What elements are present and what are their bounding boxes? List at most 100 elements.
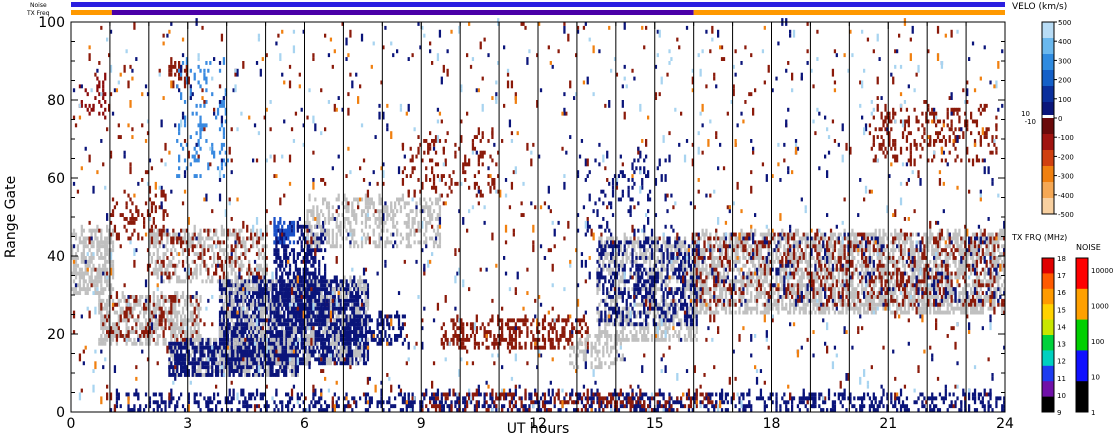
velocity-color-swatch <box>1042 102 1054 119</box>
noise-color-swatch <box>1076 319 1088 351</box>
txfreq-scale-label: 17 <box>1057 272 1066 280</box>
y-axis-label: Range Gate <box>3 176 19 258</box>
txfreq-segment <box>693 10 1005 15</box>
echo-region <box>576 150 675 237</box>
txfreq-strip <box>71 10 1005 15</box>
echo-region <box>78 72 107 120</box>
noise-scale-label: 1000 <box>1091 303 1109 311</box>
noise-colorbar-frame <box>1075 257 1089 413</box>
txfreq-scale-title: TX FRQ (MHz) <box>1011 233 1067 242</box>
x-tick-label: 15 <box>646 416 664 432</box>
txfreq-color-swatch <box>1042 258 1054 274</box>
velocity-color-swatch <box>1042 70 1054 87</box>
echo-region <box>148 228 268 280</box>
txfreq-scale-label: 14 <box>1057 323 1066 331</box>
noise-scale-label: 1 <box>1091 409 1095 417</box>
noise-scale-title: NOISE <box>1076 243 1101 252</box>
echo-region <box>71 224 115 295</box>
txfreq-color-swatch <box>1042 319 1054 336</box>
txfreq-color-swatch <box>1042 381 1054 397</box>
velocity-scale-title: VELO (km/s) <box>1012 2 1067 12</box>
velocity-color-swatch <box>1042 86 1054 103</box>
x-tick-label: 3 <box>183 416 192 432</box>
txfreq-color-swatch <box>1042 273 1054 290</box>
velocity-scale-label: 500 <box>1058 19 1071 27</box>
noise-color-swatch <box>1076 350 1088 382</box>
velocity-colorbar: 500 400 300 200 100 0 -100 -200 -300 -400 -500 10-1… <box>1021 19 1074 219</box>
velocity-scale-label: -300 <box>1058 173 1074 181</box>
echo-region <box>343 310 406 346</box>
velocity-scale-label: 300 <box>1058 57 1071 65</box>
echo-region <box>72 18 1006 412</box>
txfreq-scale-label: 9 <box>1057 409 1061 417</box>
noise-strip <box>71 2 1005 7</box>
echo-region <box>693 228 1006 307</box>
txfreq-color-swatch <box>1042 288 1054 305</box>
txfreq-color-swatch <box>1042 365 1054 382</box>
velocity-scale-label: 0 <box>1058 115 1062 123</box>
txfreq-segment <box>71 10 112 15</box>
velocity-color-swatch <box>1042 182 1054 199</box>
x-tick-label: 24 <box>996 416 1014 432</box>
y-tick-label: 60 <box>47 171 65 187</box>
velocity-color-swatch <box>1042 38 1054 55</box>
x-tick-label: 0 <box>67 416 76 432</box>
noise-color-swatch <box>1076 381 1088 413</box>
velocity-color-swatch <box>1042 134 1054 151</box>
y-tick-label: 80 <box>47 93 65 109</box>
noise-strip-label: Noise <box>30 2 47 9</box>
x-tick-label: 12 <box>529 416 547 432</box>
velocity-color-swatch <box>1042 118 1054 135</box>
txfreq-color-swatch <box>1042 350 1054 367</box>
velocity-color-swatch <box>1042 198 1054 215</box>
y-tick-label: 100 <box>38 15 65 31</box>
txfreq-scale-label: 10 <box>1057 392 1066 400</box>
echo-region <box>401 127 500 198</box>
txfreq-color-swatch <box>1042 304 1054 320</box>
velocity-scale-label: 100 <box>1058 96 1071 104</box>
noise-scale-label: 10 <box>1091 374 1100 382</box>
velocity-scale-label: 400 <box>1058 38 1071 46</box>
noise-scale-label: 10000 <box>1091 267 1113 275</box>
noise-color-swatch <box>1076 288 1088 320</box>
echo-region <box>304 193 442 249</box>
txfreq-strip-label: TX Freq <box>26 10 50 17</box>
plot-area: 0 3 6 9 12 15 18 21 24 0 20 40 60 80 100 <box>38 15 1014 432</box>
velocity-scale-label: -400 <box>1058 192 1074 200</box>
x-axis-ticks: 0 3 6 9 12 15 18 21 24 <box>67 22 1014 432</box>
txfreq-scale-label: 18 <box>1057 255 1066 263</box>
echo-region <box>72 22 1006 412</box>
echo-region <box>100 291 202 342</box>
y-tick-label: 0 <box>56 405 65 421</box>
echo-region <box>72 18 1002 412</box>
noise-scale-label: 100 <box>1091 338 1104 346</box>
velocity-near-zero-label: 10 <box>1021 110 1030 118</box>
txfreq-scale-label: 12 <box>1057 358 1066 366</box>
velocity-color-swatch <box>1042 166 1054 183</box>
velocity-color-swatch <box>1042 22 1054 39</box>
txfreq-segment <box>111 10 694 15</box>
txfreq-colorbar: 18 17 16 15 14 13 12 11 10 9 <box>1041 255 1066 417</box>
txfreq-scale-label: 16 <box>1057 289 1066 297</box>
echo-region <box>168 57 190 89</box>
x-axis-label: UT hours <box>507 421 570 435</box>
hour-gridlines <box>109 22 967 412</box>
y-tick-label: 20 <box>47 327 65 343</box>
y-axis-ticks: 0 20 40 60 80 100 <box>38 15 1005 421</box>
txfreq-scale-label: 13 <box>1057 341 1066 349</box>
velocity-scale-label: 200 <box>1058 77 1071 85</box>
velocity-zero-band <box>1042 115 1054 118</box>
velocity-near-zero-label: -10 <box>1025 118 1036 126</box>
txfreq-color-swatch <box>1042 396 1054 413</box>
txfreq-colorbar-frame <box>1041 257 1055 413</box>
echo-region <box>218 275 370 366</box>
x-tick-label: 9 <box>417 416 426 432</box>
echo-cells <box>71 18 1006 412</box>
noise-color-swatch <box>1076 258 1088 290</box>
echo-region <box>693 232 1006 307</box>
echo-region <box>176 57 229 178</box>
noise-colorbar: 10000 1000 100 10 1 <box>1075 257 1113 417</box>
velocity-scale-label: -200 <box>1058 153 1074 161</box>
velocity-color-swatch <box>1042 150 1054 167</box>
velocity-scale-label: -100 <box>1058 134 1074 142</box>
